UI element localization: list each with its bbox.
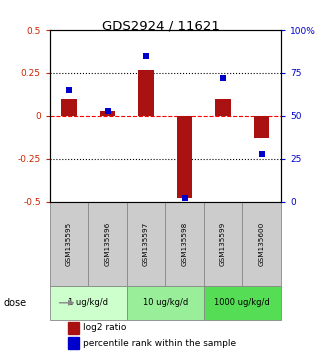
Bar xyxy=(127,202,165,286)
Text: percentile rank within the sample: percentile rank within the sample xyxy=(83,339,236,348)
Bar xyxy=(61,99,77,116)
Bar xyxy=(165,202,204,286)
Bar xyxy=(177,116,192,198)
Bar xyxy=(100,111,115,116)
Point xyxy=(259,151,264,156)
Point xyxy=(182,195,187,201)
Text: 1000 ug/kg/d: 1000 ug/kg/d xyxy=(214,298,270,307)
Text: GSM135598: GSM135598 xyxy=(182,222,187,266)
Bar xyxy=(88,202,127,286)
Bar xyxy=(127,286,204,320)
Point xyxy=(221,75,226,81)
Bar xyxy=(204,286,281,320)
Bar xyxy=(68,322,79,334)
Bar xyxy=(204,202,242,286)
Text: dose: dose xyxy=(3,298,26,308)
Text: GSM135596: GSM135596 xyxy=(105,222,110,266)
Text: GSM135595: GSM135595 xyxy=(66,222,72,266)
Bar xyxy=(254,116,269,138)
Bar xyxy=(50,286,127,320)
Text: GSM135597: GSM135597 xyxy=(143,222,149,266)
Text: GSM135600: GSM135600 xyxy=(259,222,265,266)
Bar xyxy=(215,99,231,116)
Text: log2 ratio: log2 ratio xyxy=(83,324,127,332)
Point xyxy=(105,108,110,114)
Bar xyxy=(68,337,79,349)
Text: GSM135599: GSM135599 xyxy=(220,222,226,266)
Point xyxy=(66,87,72,93)
Bar xyxy=(138,70,154,116)
Bar xyxy=(50,202,88,286)
Point xyxy=(143,53,149,59)
Text: 10 ug/kg/d: 10 ug/kg/d xyxy=(143,298,188,307)
Text: GDS2924 / 11621: GDS2924 / 11621 xyxy=(101,19,220,33)
Bar xyxy=(242,202,281,286)
Text: 1 ug/kg/d: 1 ug/kg/d xyxy=(68,298,108,307)
